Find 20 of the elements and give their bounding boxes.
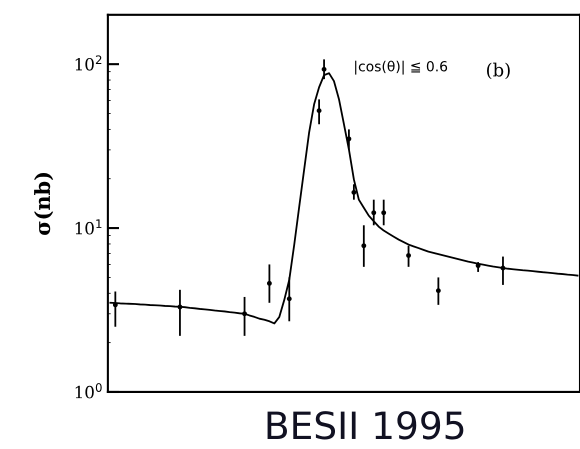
point — [361, 243, 366, 248]
point — [266, 280, 272, 286]
y-axis-title: σ(nb) — [34, 172, 54, 235]
point — [436, 288, 441, 294]
y-tick-label: 10$^{0}$ — [76, 383, 102, 398]
point — [316, 108, 322, 114]
annotation: |cos(θ)| ≦ 0.6 — [355, 60, 448, 75]
point — [351, 190, 356, 195]
point — [322, 66, 326, 72]
point — [178, 304, 182, 310]
point — [242, 311, 247, 316]
point — [406, 253, 411, 258]
annotation: (b) — [487, 62, 510, 80]
point — [381, 210, 386, 216]
point — [286, 296, 292, 302]
point — [371, 210, 376, 216]
text: BESII 1995 — [268, 411, 464, 440]
point — [500, 266, 506, 271]
y-tick-label: 10$^{1}$ — [76, 219, 102, 235]
y-tick-label: 10$^{2}$ — [76, 55, 102, 71]
